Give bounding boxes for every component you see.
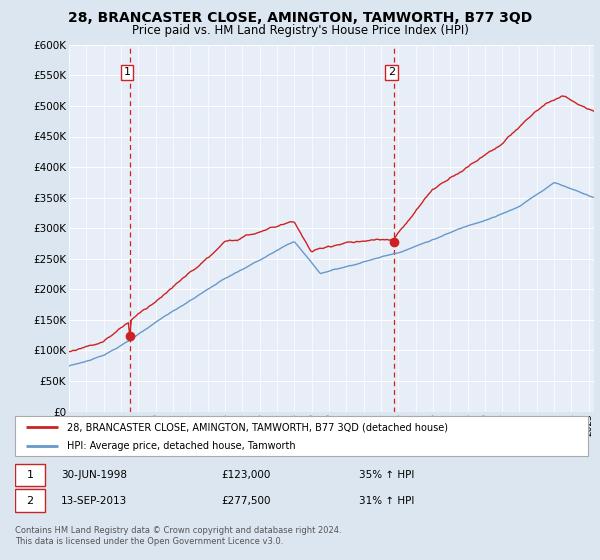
Text: 28, BRANCASTER CLOSE, AMINGTON, TAMWORTH, B77 3QD: 28, BRANCASTER CLOSE, AMINGTON, TAMWORTH… [68,11,532,25]
Text: 1: 1 [26,470,34,480]
Text: 28, BRANCASTER CLOSE, AMINGTON, TAMWORTH, B77 3QD (detached house): 28, BRANCASTER CLOSE, AMINGTON, TAMWORTH… [67,422,448,432]
FancyBboxPatch shape [15,416,588,456]
Text: 31% ↑ HPI: 31% ↑ HPI [359,496,414,506]
FancyBboxPatch shape [15,489,45,512]
Text: Price paid vs. HM Land Registry's House Price Index (HPI): Price paid vs. HM Land Registry's House … [131,24,469,36]
Text: 2: 2 [26,496,34,506]
Text: Contains HM Land Registry data © Crown copyright and database right 2024.
This d: Contains HM Land Registry data © Crown c… [15,526,341,546]
Text: £277,500: £277,500 [221,496,271,506]
Text: £123,000: £123,000 [221,470,271,480]
Text: 2: 2 [388,67,395,77]
FancyBboxPatch shape [15,464,45,486]
Text: 13-SEP-2013: 13-SEP-2013 [61,496,127,506]
Text: 1: 1 [124,67,131,77]
Text: 30-JUN-1998: 30-JUN-1998 [61,470,127,480]
Text: 35% ↑ HPI: 35% ↑ HPI [359,470,414,480]
Text: HPI: Average price, detached house, Tamworth: HPI: Average price, detached house, Tamw… [67,441,295,451]
